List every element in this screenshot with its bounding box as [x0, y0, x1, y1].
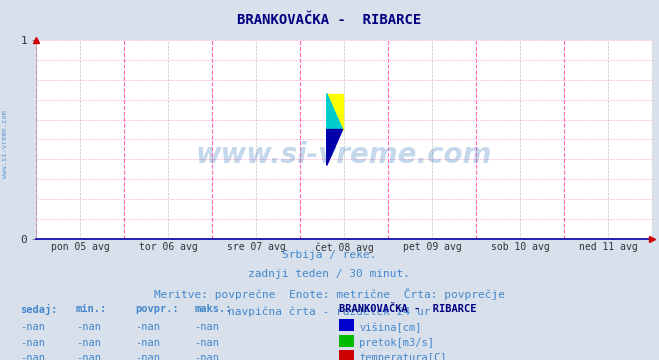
Text: -nan: -nan [76, 353, 101, 360]
Text: temperatura[C]: temperatura[C] [359, 353, 447, 360]
Text: -nan: -nan [194, 322, 219, 332]
Text: www.si-vreme.com: www.si-vreme.com [2, 110, 9, 178]
Text: navpična črta - razdelek 24 ur: navpična črta - razdelek 24 ur [228, 306, 431, 317]
Text: maks.:: maks.: [194, 304, 232, 314]
Text: www.si-vreme.com: www.si-vreme.com [196, 141, 492, 170]
Text: -nan: -nan [20, 353, 45, 360]
Text: BRANKOVAČKA -  RIBARCE: BRANKOVAČKA - RIBARCE [339, 304, 477, 314]
Text: -nan: -nan [135, 322, 160, 332]
Text: povpr.:: povpr.: [135, 304, 179, 314]
Polygon shape [327, 94, 343, 130]
Text: -nan: -nan [194, 353, 219, 360]
Text: -nan: -nan [135, 353, 160, 360]
Text: -nan: -nan [135, 338, 160, 348]
Text: BRANKOVAČKA -  RIBARCE: BRANKOVAČKA - RIBARCE [237, 13, 422, 27]
Text: -nan: -nan [194, 338, 219, 348]
Text: -nan: -nan [76, 322, 101, 332]
Text: -nan: -nan [20, 322, 45, 332]
Polygon shape [327, 94, 343, 130]
Text: sedaj:: sedaj: [20, 304, 57, 315]
Text: Meritve: povprečne  Enote: metrične  Črta: povprečje: Meritve: povprečne Enote: metrične Črta:… [154, 288, 505, 300]
Text: zadnji teden / 30 minut.: zadnji teden / 30 minut. [248, 269, 411, 279]
Text: Srbija / reke.: Srbija / reke. [282, 250, 377, 260]
Text: višina[cm]: višina[cm] [359, 322, 422, 333]
Text: -nan: -nan [76, 338, 101, 348]
Polygon shape [327, 130, 343, 166]
Text: -nan: -nan [20, 338, 45, 348]
Text: min.:: min.: [76, 304, 107, 314]
Text: pretok[m3/s]: pretok[m3/s] [359, 338, 434, 348]
